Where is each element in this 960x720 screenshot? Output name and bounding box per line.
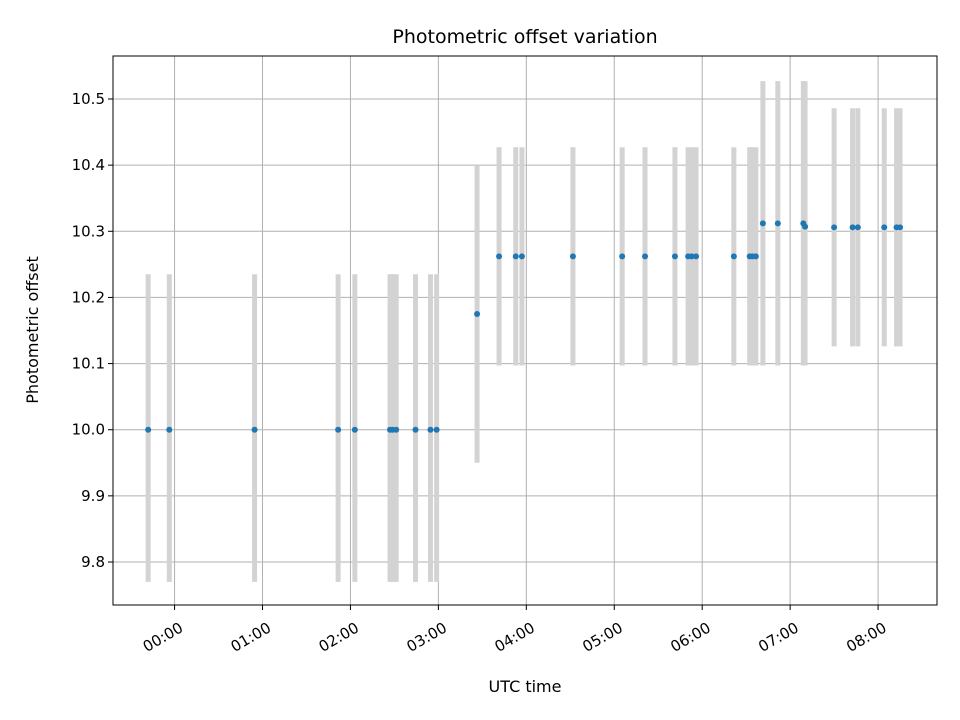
chart-title: Photometric offset variation <box>392 26 657 48</box>
data-point <box>335 426 342 433</box>
y-tick-label: 10.5 <box>72 90 105 108</box>
data-point <box>512 253 519 260</box>
data-point <box>412 426 419 433</box>
data-point <box>881 224 888 231</box>
data-point <box>569 253 576 260</box>
data-point <box>774 220 781 227</box>
y-tick-label: 10.4 <box>72 156 105 174</box>
data-points <box>145 220 904 433</box>
y-tick-label: 10.1 <box>72 355 105 373</box>
y-tick-label: 9.8 <box>81 553 105 571</box>
data-point <box>671 253 678 260</box>
data-point <box>752 253 759 260</box>
y-axis-label: Photometric offset <box>23 256 42 404</box>
data-point <box>496 253 503 260</box>
data-point <box>802 223 809 230</box>
x-axis-label: UTC time <box>489 677 562 696</box>
y-tick-label: 10.2 <box>72 288 105 306</box>
data-point <box>351 426 358 433</box>
data-point <box>474 310 481 317</box>
data-point <box>166 426 173 433</box>
data-point <box>642 253 649 260</box>
data-point <box>730 253 737 260</box>
y-axis-ticks: 9.8 9.9 10.0 10.1 10.2 10.3 10.4 10.5 <box>72 90 113 571</box>
data-point <box>427 426 434 433</box>
data-point <box>251 426 258 433</box>
data-point <box>688 253 695 260</box>
plot-frame <box>112 55 938 606</box>
data-point <box>854 224 861 231</box>
data-point <box>759 220 766 227</box>
data-point <box>518 253 525 260</box>
data-point <box>433 426 440 433</box>
data-point <box>849 224 856 231</box>
data-point <box>393 426 400 433</box>
data-point <box>693 253 700 260</box>
data-point <box>619 253 626 260</box>
data-point <box>897 224 904 231</box>
data-point <box>145 426 152 433</box>
data-point <box>831 224 838 231</box>
y-tick-label: 10.0 <box>72 421 105 439</box>
y-tick-label: 10.3 <box>72 222 105 240</box>
grid <box>113 56 937 605</box>
y-tick-label: 9.9 <box>81 487 105 505</box>
